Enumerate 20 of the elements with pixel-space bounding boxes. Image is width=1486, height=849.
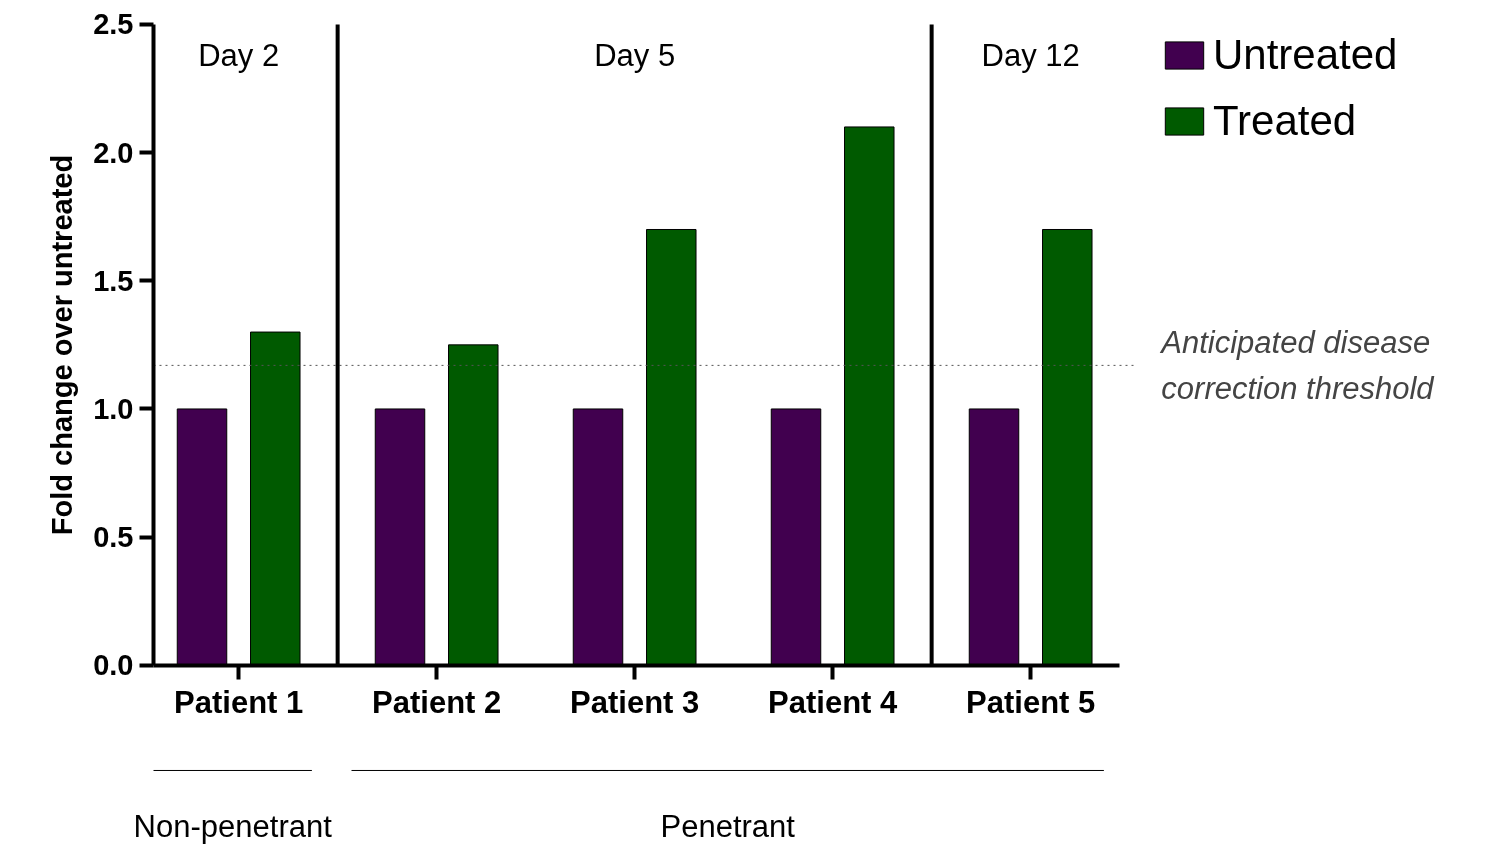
- y-tick-label: 2.0: [93, 136, 134, 169]
- y-tick-label: 1.0: [93, 392, 134, 425]
- y-axis-title: Fold change over untreated: [46, 154, 79, 536]
- x-tick-label: Patient 1: [174, 685, 304, 721]
- y-tick-label: 0.5: [93, 521, 134, 554]
- annotation: Day 2: [198, 38, 280, 74]
- x-tick-label: Patient 5: [966, 685, 1096, 721]
- legend-label: Treated: [1213, 97, 1357, 145]
- ref-line-label: Anticipated disease correction threshold: [1159, 325, 1436, 406]
- legend-label: Untreated: [1213, 31, 1398, 79]
- y-tick-label: 2.5: [93, 8, 134, 41]
- y-tick-label: 1.5: [93, 264, 134, 297]
- text: Non-penetrant: [133, 809, 333, 845]
- x-tick-label: Patient 3: [570, 685, 700, 721]
- annotation: Day 5: [594, 38, 676, 74]
- x-tick-label: Patient 4: [768, 685, 898, 721]
- annotation: Day 12: [981, 38, 1080, 74]
- text: Penetrant: [660, 809, 796, 845]
- y-tick-label: 0.0: [93, 649, 134, 682]
- x-tick-label: Patient 2: [372, 685, 502, 721]
